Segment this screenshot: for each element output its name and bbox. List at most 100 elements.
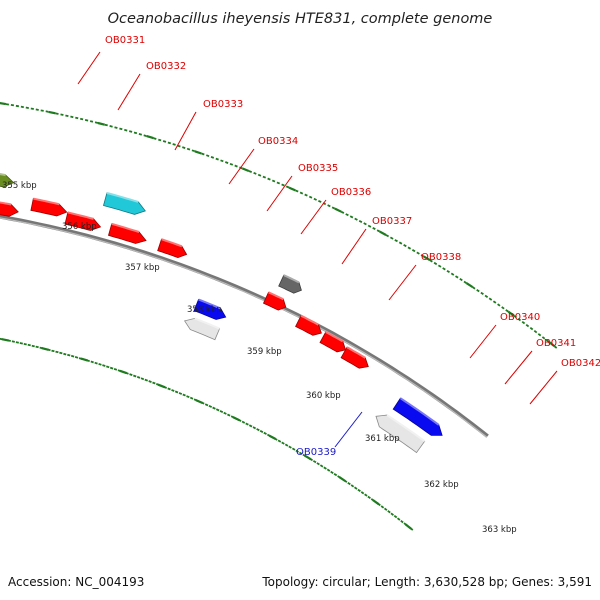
major-tick bbox=[338, 476, 346, 482]
minor-tick bbox=[517, 317, 522, 322]
minor-tick bbox=[215, 408, 220, 412]
gene-label: OB0334 bbox=[258, 136, 298, 147]
minor-tick bbox=[553, 345, 558, 349]
minor-tick bbox=[253, 171, 257, 175]
minor-tick bbox=[285, 185, 290, 189]
label-leader-line bbox=[529, 370, 558, 405]
minor-tick bbox=[60, 113, 64, 116]
minor-tick bbox=[163, 386, 168, 389]
minor-tick bbox=[537, 333, 542, 337]
minor-tick bbox=[360, 491, 365, 495]
gene-feature-highlight bbox=[283, 274, 300, 284]
label-leader-line bbox=[117, 73, 141, 111]
minor-tick bbox=[104, 123, 108, 127]
minor-tick bbox=[177, 144, 181, 148]
minor-tick bbox=[119, 127, 123, 131]
map-title: Oceanobacillus iheyensis HTE831, complet… bbox=[108, 11, 493, 27]
label-leader-line bbox=[341, 228, 367, 265]
label-leader-line bbox=[266, 175, 293, 212]
minor-tick bbox=[7, 339, 11, 342]
genome-backbone-highlight bbox=[0, 217, 488, 438]
gene-feature-olive bbox=[0, 173, 15, 188]
minor-tick bbox=[30, 107, 34, 110]
minor-tick bbox=[463, 280, 468, 284]
minor-tick bbox=[136, 375, 141, 379]
gene-label: OB0336 bbox=[331, 187, 371, 198]
gene-feature-highlight bbox=[0, 173, 6, 177]
minor-tick bbox=[501, 306, 505, 310]
minor-tick bbox=[298, 451, 303, 455]
gene-feature-highlight bbox=[198, 298, 222, 310]
minor-tick bbox=[51, 349, 55, 353]
gene-feature-highlight bbox=[67, 211, 94, 220]
minor-tick bbox=[376, 229, 381, 233]
minor-tick bbox=[201, 401, 205, 405]
minor-tick bbox=[330, 470, 334, 474]
gene-feature-red bbox=[0, 202, 19, 217]
kbp-label: 359 kbp bbox=[247, 347, 282, 357]
minor-tick bbox=[347, 481, 351, 486]
genome-backbone bbox=[0, 214, 489, 438]
minor-tick bbox=[219, 410, 224, 414]
gene-feature-highlight bbox=[161, 238, 183, 248]
major-tick bbox=[466, 282, 474, 288]
minor-tick bbox=[312, 460, 317, 464]
label-leader-line bbox=[469, 324, 497, 359]
minor-tick bbox=[327, 204, 331, 208]
topology-text: Topology: circular; Length: 3,630,528 bp… bbox=[261, 575, 592, 589]
minor-tick bbox=[393, 514, 398, 519]
gene-feature-highlight bbox=[399, 397, 440, 426]
major-tick bbox=[195, 399, 203, 404]
minor-tick bbox=[20, 105, 24, 109]
minor-tick bbox=[70, 115, 74, 119]
accession-text: Accession: NC_004193 bbox=[8, 575, 144, 589]
minor-tick bbox=[541, 336, 546, 340]
inner-tick-ring bbox=[0, 337, 414, 531]
minor-tick bbox=[377, 502, 381, 507]
minor-tick bbox=[274, 437, 278, 441]
minor-tick bbox=[345, 213, 349, 217]
kbp-label: 358 kbp bbox=[187, 305, 222, 315]
minor-tick bbox=[420, 254, 425, 258]
minor-tick bbox=[259, 430, 264, 433]
minor-tick bbox=[191, 149, 196, 153]
minor-tick bbox=[144, 378, 149, 382]
minor-tick bbox=[288, 445, 292, 449]
minor-tick bbox=[98, 363, 102, 366]
minor-tick bbox=[319, 464, 324, 468]
major-tick bbox=[157, 383, 166, 389]
minor-tick bbox=[152, 381, 156, 385]
major-tick bbox=[404, 523, 412, 530]
major-tick bbox=[423, 255, 431, 262]
minor-tick bbox=[316, 462, 320, 466]
minor-tick bbox=[223, 411, 227, 415]
minor-tick bbox=[349, 215, 354, 219]
gene-label: OB0341 bbox=[536, 338, 576, 349]
minor-tick bbox=[220, 159, 224, 163]
minor-tick bbox=[354, 217, 358, 221]
minor-tick bbox=[525, 323, 530, 328]
kbp-label: 357 kbp bbox=[125, 263, 160, 273]
gene-label: OB0333 bbox=[203, 99, 243, 110]
minor-tick bbox=[227, 413, 231, 417]
minor-tick bbox=[389, 236, 394, 240]
minor-tick bbox=[529, 326, 534, 331]
minor-tick bbox=[385, 234, 390, 238]
minor-tick bbox=[201, 152, 205, 156]
gene-feature-highlight bbox=[106, 192, 139, 203]
minor-tick bbox=[245, 422, 249, 426]
minor-tick bbox=[446, 269, 450, 274]
minor-tick bbox=[387, 510, 391, 514]
gene-label: OB0338 bbox=[421, 252, 461, 263]
label-leaders bbox=[77, 51, 558, 448]
minor-tick bbox=[409, 527, 414, 531]
minor-tick bbox=[75, 116, 79, 120]
minor-tick bbox=[350, 484, 355, 488]
minor-tick bbox=[276, 181, 281, 185]
minor-tick bbox=[442, 267, 446, 271]
gene-label: OB0340 bbox=[500, 312, 540, 323]
minor-tick bbox=[106, 365, 110, 369]
major-tick bbox=[41, 347, 49, 351]
minor-tick bbox=[205, 154, 210, 158]
